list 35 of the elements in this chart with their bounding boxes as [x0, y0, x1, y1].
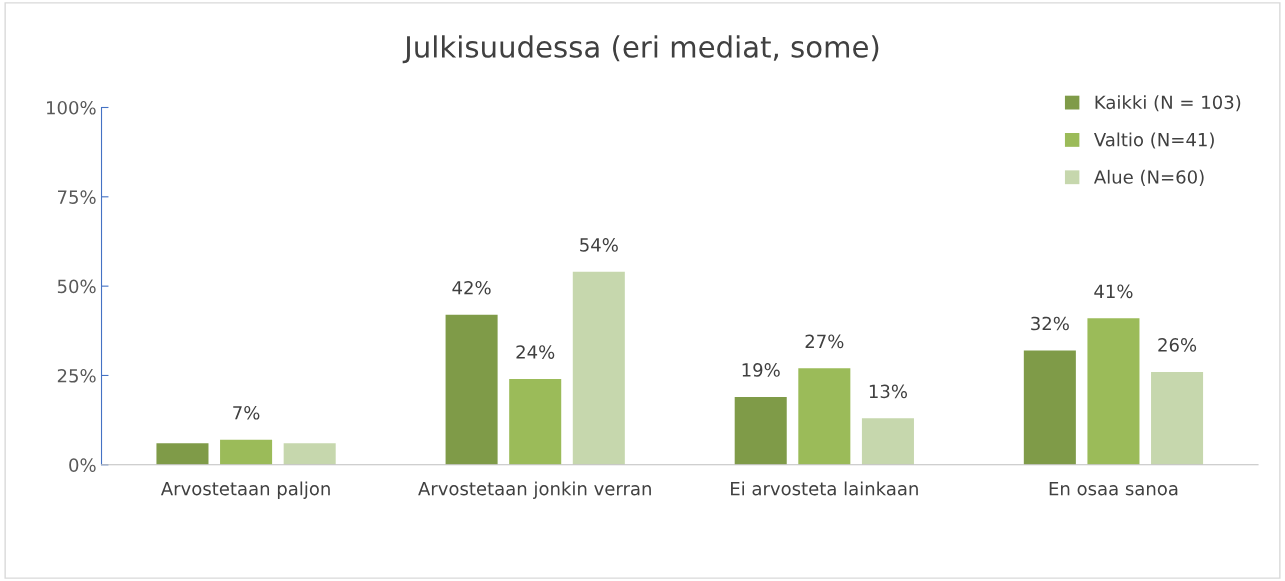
- legend-label: Valtio (N=41): [1093, 132, 1214, 149]
- y-tick-label: 25%: [57, 368, 96, 383]
- bar: [509, 379, 562, 465]
- data-label: 27%: [805, 334, 844, 349]
- bar: [220, 439, 273, 465]
- x-tick-label: Ei arvosteta lainkaan: [731, 481, 918, 496]
- bar: [572, 271, 625, 465]
- bar: [445, 314, 498, 465]
- bar: [861, 418, 914, 465]
- legend-label: Alue (N=60): [1093, 169, 1204, 186]
- bar: [798, 368, 851, 465]
- legend-label: Kaikki (N = 103): [1095, 95, 1241, 112]
- data-label: 13%: [869, 384, 907, 399]
- data-label: 42%: [452, 280, 491, 295]
- data-label: 24%: [516, 345, 555, 359]
- bar: [1087, 318, 1140, 465]
- chart-title: Julkisuudessa (eri mediat, some): [402, 35, 879, 64]
- x-tick-label: Arvostetaan paljon: [160, 481, 330, 499]
- data-label: 41%: [1094, 284, 1133, 299]
- y-tick-label: 0%: [69, 458, 96, 472]
- data-label: 19%: [742, 363, 780, 377]
- bar: [1023, 350, 1076, 465]
- y-tick-label: 75%: [58, 190, 96, 204]
- bar: [734, 396, 787, 465]
- y-tick-label: 50%: [57, 279, 96, 294]
- bar: [283, 443, 336, 465]
- x-tick-label: Arvostetaan jonkin verran: [418, 481, 651, 499]
- data-label: 26%: [1158, 338, 1197, 352]
- x-tick-label: En osaa sanoa: [1049, 482, 1178, 496]
- y-tick-label: 100%: [47, 100, 96, 115]
- data-label: 54%: [580, 238, 618, 252]
- bar: [156, 443, 209, 465]
- data-label: 32%: [1031, 316, 1069, 331]
- data-label: 7%: [233, 405, 260, 420]
- bar: [1151, 371, 1204, 465]
